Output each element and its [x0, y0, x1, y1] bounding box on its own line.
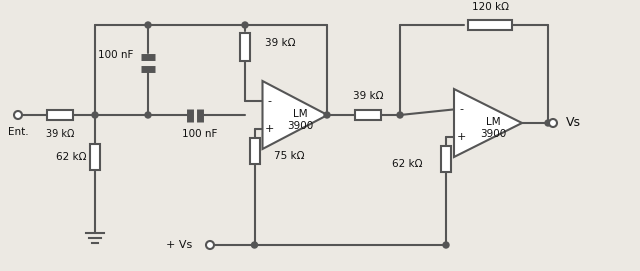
- Bar: [47, 110, 73, 120]
- Circle shape: [324, 112, 330, 118]
- Text: -: -: [459, 104, 463, 114]
- Polygon shape: [454, 89, 522, 157]
- Bar: [468, 20, 512, 30]
- Text: 39 kΩ: 39 kΩ: [265, 38, 296, 48]
- Text: Vs: Vs: [566, 117, 581, 130]
- Bar: [355, 110, 381, 120]
- Circle shape: [92, 112, 98, 118]
- Circle shape: [545, 120, 551, 126]
- Text: Ent.: Ent.: [8, 127, 28, 137]
- Bar: [90, 144, 100, 170]
- Bar: [441, 146, 451, 172]
- Circle shape: [145, 112, 151, 118]
- Circle shape: [14, 111, 22, 119]
- Text: LM
3900: LM 3900: [287, 109, 313, 131]
- Bar: [250, 138, 259, 164]
- Bar: [240, 33, 250, 61]
- Text: 39 kΩ: 39 kΩ: [46, 129, 74, 139]
- Text: -: -: [268, 96, 271, 107]
- Text: 75 kΩ: 75 kΩ: [275, 151, 305, 161]
- Circle shape: [145, 22, 151, 28]
- Text: 100 nF: 100 nF: [99, 50, 134, 60]
- Text: 62 kΩ: 62 kΩ: [392, 159, 422, 169]
- Circle shape: [252, 242, 257, 248]
- Text: 100 nF: 100 nF: [182, 129, 218, 139]
- Circle shape: [397, 112, 403, 118]
- Text: LM
3900: LM 3900: [480, 117, 506, 139]
- Text: 62 kΩ: 62 kΩ: [56, 152, 86, 162]
- Circle shape: [242, 22, 248, 28]
- Text: 39 kΩ: 39 kΩ: [353, 91, 383, 101]
- Text: +: +: [265, 124, 274, 134]
- Text: 120 kΩ: 120 kΩ: [472, 2, 509, 12]
- Text: +: +: [456, 132, 466, 142]
- Text: + Vs: + Vs: [166, 240, 192, 250]
- Circle shape: [206, 241, 214, 249]
- Circle shape: [549, 119, 557, 127]
- Polygon shape: [262, 81, 328, 149]
- Circle shape: [443, 242, 449, 248]
